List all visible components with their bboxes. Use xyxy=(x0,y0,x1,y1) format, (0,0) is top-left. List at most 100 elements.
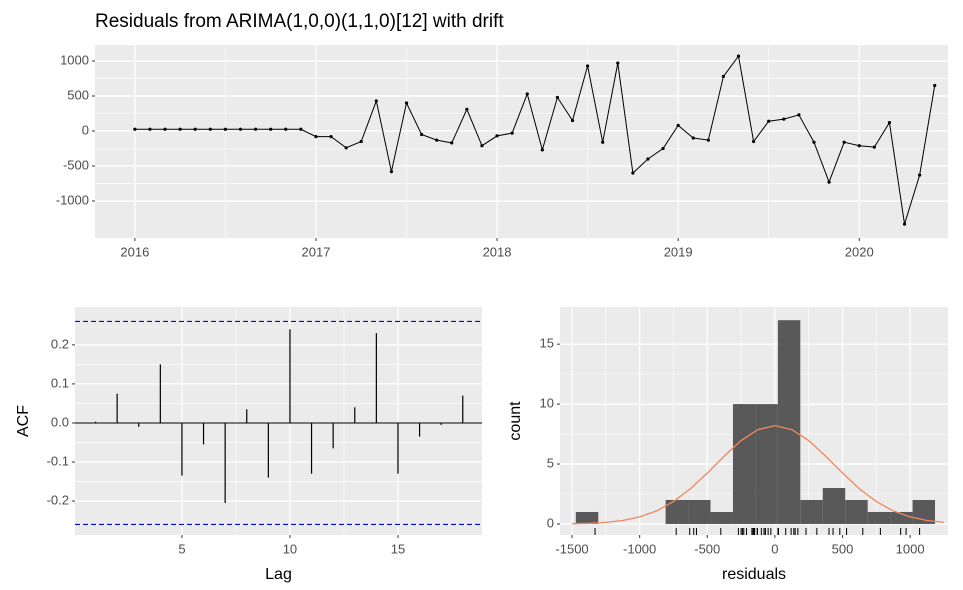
x-tick-label: 15 xyxy=(391,541,405,556)
residual-point xyxy=(570,118,575,123)
y-tick-label: -0.1 xyxy=(47,453,69,468)
residual-point xyxy=(933,83,937,88)
residual-point xyxy=(918,173,922,177)
x-tick-label: -1000 xyxy=(623,541,656,556)
x-tick-label: 2019 xyxy=(664,244,693,259)
residual-point xyxy=(223,127,227,131)
residual-point xyxy=(782,117,786,121)
y-tick-label: 1000 xyxy=(60,52,89,67)
x-tick-label: 10 xyxy=(283,541,297,556)
y-tick-label: -1000 xyxy=(56,192,89,207)
y-tick-label: -0.2 xyxy=(47,492,69,507)
residual-point xyxy=(752,139,756,144)
residual-point xyxy=(706,138,710,142)
residual-point xyxy=(857,144,861,148)
residual-point xyxy=(374,99,378,103)
residual-point xyxy=(359,139,363,144)
residual-point xyxy=(344,146,348,150)
x-tick-label: 0 xyxy=(771,541,778,556)
residual-point xyxy=(887,121,892,125)
histogram-bar xyxy=(890,511,913,524)
residual-point xyxy=(299,127,303,131)
residual-point xyxy=(404,101,409,105)
x-tick-label: 5 xyxy=(178,541,185,556)
x-tick-label: -1500 xyxy=(555,541,588,556)
y-tick-label: -500 xyxy=(63,157,89,172)
histogram-bar xyxy=(732,404,756,524)
residual-point xyxy=(148,127,152,131)
x-axis-title: Lag xyxy=(265,566,292,583)
residual-point xyxy=(284,127,288,131)
residual-point xyxy=(193,127,197,131)
residual-point xyxy=(314,135,318,139)
histogram-bar xyxy=(755,404,778,524)
residual-point xyxy=(827,180,831,184)
residual-point xyxy=(646,157,650,161)
residual-point xyxy=(510,131,514,135)
y-tick-label: 0.0 xyxy=(51,414,69,429)
x-tick-label: 2017 xyxy=(301,244,330,259)
residual-point xyxy=(163,127,167,131)
x-tick-label: -500 xyxy=(694,541,720,556)
residual-point xyxy=(435,138,439,142)
y-tick-label: 10 xyxy=(540,396,554,411)
residual-point xyxy=(661,146,665,151)
x-axis-title: residuals xyxy=(722,566,786,583)
histogram-bar xyxy=(575,511,599,524)
residual-point xyxy=(465,107,469,111)
histogram-bar xyxy=(777,320,801,524)
residual-point xyxy=(329,135,333,139)
x-tick-label: 1000 xyxy=(896,541,925,556)
residual-point xyxy=(721,74,726,79)
residual-point xyxy=(525,92,529,96)
residual-point xyxy=(872,145,876,149)
histogram-bar xyxy=(845,499,868,524)
x-tick-label: 500 xyxy=(832,541,854,556)
residual-point xyxy=(797,113,801,117)
histogram-bar xyxy=(822,488,846,524)
y-axis-title: ACF xyxy=(15,405,32,437)
residual-point xyxy=(208,127,212,131)
histogram-bar xyxy=(867,511,891,524)
residual-point xyxy=(555,95,560,100)
residual-line xyxy=(134,54,936,225)
y-tick-label: 0 xyxy=(547,515,554,530)
y-tick-label: 0.1 xyxy=(51,375,69,390)
residual-point xyxy=(133,127,137,131)
residual-point xyxy=(631,171,635,175)
residual-point xyxy=(178,127,182,131)
residual-point xyxy=(812,140,816,144)
residual-point xyxy=(495,134,499,138)
residual-point xyxy=(269,127,273,131)
histogram-bar xyxy=(688,499,711,524)
y-tick-label: 500 xyxy=(67,87,89,102)
residual-point xyxy=(540,148,544,152)
y-axis-title: count xyxy=(507,401,524,441)
residual-point xyxy=(253,127,258,131)
residual-point xyxy=(389,169,394,174)
y-tick-label: 0.2 xyxy=(51,336,69,351)
residual-point xyxy=(767,119,771,123)
x-tick-label: 2016 xyxy=(120,244,149,259)
histogram-bar xyxy=(665,499,689,524)
histogram-bar xyxy=(800,499,823,524)
residual-point xyxy=(238,127,243,131)
residual-point xyxy=(691,136,695,140)
residual-point xyxy=(601,140,605,144)
y-tick-label: 5 xyxy=(547,455,554,470)
residual-point xyxy=(450,141,454,145)
x-tick-label: 2018 xyxy=(483,244,512,259)
panel-background xyxy=(95,45,948,238)
chart-title: Residuals from ARIMA(1,0,0)(1,1,0)[12] w… xyxy=(95,11,504,32)
residual-point xyxy=(480,144,484,148)
x-tick-label: 2020 xyxy=(845,244,874,259)
residual-point xyxy=(419,132,424,137)
histogram-bar xyxy=(710,511,733,524)
residual-point xyxy=(616,61,620,65)
residual-point xyxy=(736,54,741,58)
residual-point xyxy=(586,64,590,68)
y-tick-label: 15 xyxy=(540,336,554,351)
y-tick-label: 0 xyxy=(82,122,89,137)
residual-point xyxy=(676,123,680,128)
